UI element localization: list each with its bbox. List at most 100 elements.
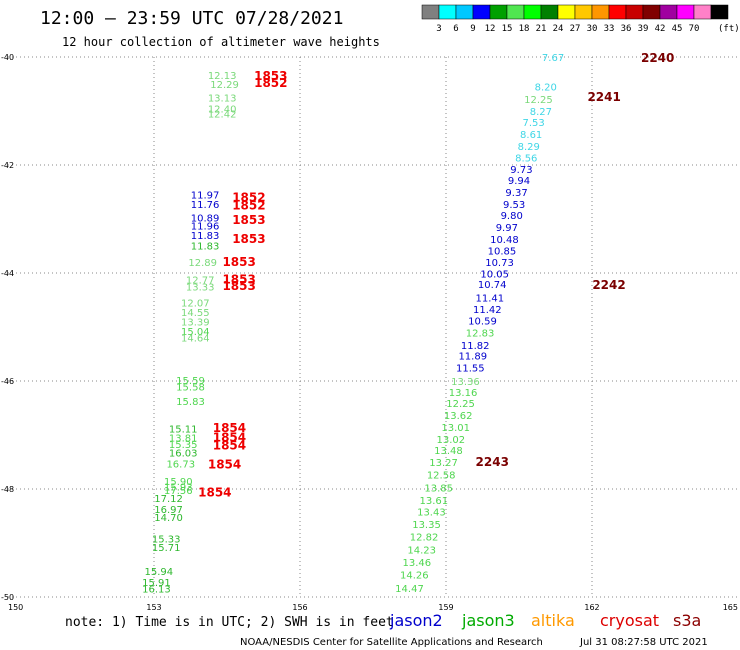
- wave-height-point: 15.33: [152, 535, 181, 546]
- wave-height-point: 16.73: [166, 460, 195, 471]
- pass-time-label: 1852: [232, 190, 265, 204]
- wave-height-point: 15.59: [176, 376, 205, 387]
- wave-height-point: 17.56: [164, 486, 193, 497]
- colorbar-label: 18: [519, 24, 530, 34]
- colorbar-swatch: [557, 4, 576, 20]
- wave-height-point: 11.96: [191, 221, 220, 232]
- wave-height-point: 14.70: [154, 513, 183, 524]
- wave-height-point: 11.55: [456, 364, 485, 375]
- wave-height-point: 11.83: [191, 241, 220, 252]
- y-tick-label: -46: [1, 377, 14, 386]
- pass-time-label: 1853: [232, 213, 265, 227]
- pass-time-label: 1854: [213, 431, 246, 445]
- y-tick-label: -50: [1, 593, 14, 602]
- wave-height-point: 12.77: [186, 275, 215, 286]
- wave-height-point: 13.43: [417, 508, 446, 519]
- footer-credit: NOAA/NESDIS Center for Satellite Applica…: [240, 637, 543, 648]
- wave-height-point: 8.61: [520, 130, 542, 141]
- y-tick-label: -48: [1, 485, 14, 494]
- wave-height-point: 13.33: [186, 283, 215, 294]
- colorbar-swatch: [421, 4, 440, 20]
- wave-height-point: 16.97: [154, 505, 183, 516]
- colorbar-swatch: [438, 4, 457, 20]
- colorbar-label: 45: [672, 24, 683, 34]
- wave-height-point: 13.61: [420, 496, 449, 507]
- wave-height-point: 12.13: [208, 71, 237, 82]
- pass-time-label: 2242: [592, 278, 625, 292]
- wave-height-point: 15.04: [181, 327, 210, 338]
- legend-jason3: jason3: [461, 611, 515, 630]
- wave-height-point: 13.16: [449, 388, 478, 399]
- colorbar-label: 39: [638, 24, 649, 34]
- colorbar-label: 33: [604, 24, 615, 34]
- colorbar-swatch: [625, 4, 644, 20]
- footer-timestamp: Jul 31 08:27:58 UTC 2021: [579, 637, 708, 648]
- wave-height-point: 15.90: [164, 477, 193, 488]
- wave-height-point: 10.73: [485, 258, 514, 269]
- x-tick-label: 159: [438, 603, 453, 612]
- wave-height-point: 13.62: [444, 411, 473, 422]
- pass-time-label: 1852: [254, 76, 287, 90]
- colorbar-label: 21: [536, 24, 547, 34]
- legend-s3a: s3a: [673, 611, 701, 630]
- x-tick-label: 165: [723, 603, 738, 612]
- pass-time-label: 1853: [222, 279, 255, 293]
- footer-note: note: 1) Time is in UTC; 2) SWH is in fe…: [65, 615, 394, 630]
- wave-height-point: 15.94: [145, 567, 174, 578]
- legend-cryosat: cryosat: [600, 611, 659, 630]
- wave-height-point: 10.89: [191, 213, 220, 224]
- colorbar-swatch: [642, 4, 661, 20]
- wave-height-point: 8.20: [535, 83, 557, 94]
- x-tick-label: 153: [146, 603, 161, 612]
- wave-height-point: 13.01: [441, 423, 470, 434]
- legend-altika: altika: [531, 611, 575, 630]
- x-tick-label: 150: [8, 603, 23, 612]
- pass-time-label: 2240: [641, 51, 674, 65]
- colorbar-swatch: [659, 4, 678, 20]
- colorbar-swatch: [506, 4, 525, 20]
- pass-time-label: 1852: [232, 198, 265, 212]
- wave-height-point: 10.59: [468, 317, 497, 328]
- y-tick-label: -44: [1, 269, 14, 278]
- wave-height-point: 15.58: [176, 382, 205, 393]
- colorbar-label: 36: [621, 24, 632, 34]
- wave-height-point: 12.25: [446, 399, 475, 410]
- satellite-legend: jason2 jason3 altika cryosat s3a: [389, 611, 701, 630]
- pass-time-label: 2243: [476, 455, 509, 469]
- wave-height-point: 15.35: [169, 440, 198, 451]
- wave-height-point: 9.94: [508, 176, 530, 187]
- pass-time-label: 1854: [198, 486, 231, 500]
- plot-grid: [8, 56, 738, 598]
- wave-height-point: 11.42: [473, 305, 502, 316]
- wave-height-point: 11.83: [191, 231, 220, 242]
- pass-labels: 1853185218521852185318531853185318531854…: [198, 51, 674, 500]
- wave-height-point: 10.85: [488, 246, 517, 257]
- wave-height-point: 8.56: [515, 153, 537, 164]
- wave-height-point: 12.29: [210, 80, 239, 91]
- wave-height-point: 16.13: [142, 584, 171, 595]
- wave-height-point: 13.39: [181, 318, 210, 329]
- wave-height-point: 14.64: [181, 333, 210, 344]
- wave-height-point: 13.46: [402, 558, 431, 569]
- colorbar-label: 27: [570, 24, 581, 34]
- pass-time-label: 1853: [232, 232, 265, 246]
- chart-title: 12:00 — 23:59 UTC 07/28/2021: [40, 8, 343, 29]
- colorbar-label: 15: [502, 24, 513, 34]
- wave-height-point: 10.74: [478, 280, 507, 291]
- pass-time-label: 1854: [213, 439, 246, 453]
- colorbar-label: 12: [485, 24, 496, 34]
- wave-height-point: 14.26: [400, 570, 429, 581]
- wave-height-point: 15.11: [169, 425, 198, 436]
- wave-height-point: 13.85: [424, 483, 453, 494]
- wave-height-point: 10.05: [480, 270, 509, 281]
- wave-height-point: 10.48: [490, 235, 519, 246]
- data-points: 8.207.6712.258.277.538.618.298.569.739.9…: [142, 53, 564, 595]
- pass-time-label: 1854: [208, 458, 241, 472]
- colorbar-swatch: [455, 4, 474, 20]
- wave-height-point: 15.83: [176, 397, 205, 408]
- x-tick-label: 156: [292, 603, 307, 612]
- colorbar-label: 42: [655, 24, 666, 34]
- wave-height-point: 9.73: [510, 165, 532, 176]
- pass-time-label: 1853: [222, 272, 255, 286]
